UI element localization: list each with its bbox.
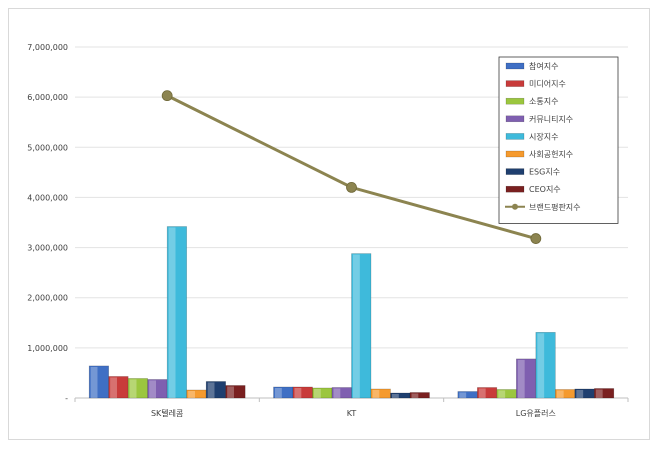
bar: [205, 381, 226, 399]
line-series: [166, 94, 537, 240]
legend-label: 브랜드평판지수: [529, 202, 581, 212]
bar: [312, 387, 333, 399]
bar: [594, 388, 615, 399]
legend-swatch: [505, 80, 525, 87]
bar-highlight: [411, 393, 419, 398]
bar-highlight: [90, 366, 98, 398]
legend-label: 시장지수: [529, 131, 558, 141]
bar: [477, 387, 498, 399]
legend-label: 사회공헌지수: [529, 150, 573, 159]
bar: [166, 226, 187, 399]
line-point: [346, 181, 357, 193]
bar: [88, 365, 109, 399]
legend-swatch: [505, 133, 525, 140]
bar-highlight: [372, 389, 380, 398]
bar: [574, 388, 595, 399]
y-tick-label: 2,000,000: [27, 294, 68, 303]
legend-swatch: [505, 150, 525, 158]
legend-swatch: [505, 168, 525, 175]
y-tick-label: 5,000,000: [27, 143, 68, 152]
legend-label: 참여지수: [529, 61, 558, 71]
bar-highlight: [227, 386, 234, 398]
legend-swatch: [505, 185, 525, 193]
legend-swatch: [505, 62, 525, 70]
legend-line-marker: [512, 203, 518, 210]
bar-highlight: [149, 380, 156, 398]
y-tick-label: 7,000,000: [27, 43, 68, 52]
bar: [370, 388, 391, 399]
bar-highlight: [392, 393, 399, 398]
bar: [147, 379, 168, 399]
bar-highlight: [188, 390, 195, 398]
bar-highlight: [275, 387, 282, 398]
bar-highlight: [537, 333, 545, 398]
line-point: [161, 90, 173, 102]
bar: [555, 389, 576, 399]
y-tick-label: 1,000,000: [27, 344, 68, 353]
y-tick-label: 6,000,000: [27, 93, 68, 102]
bar: [127, 378, 148, 399]
bar-body: [535, 332, 556, 399]
bar-highlight: [576, 389, 584, 398]
bar-highlight: [314, 388, 321, 398]
bar-body: [594, 388, 615, 399]
legend-label: ESG지수: [529, 168, 560, 177]
bar-body: [351, 253, 372, 399]
bar: [186, 389, 207, 399]
bar-body: [166, 226, 187, 399]
bar-highlight: [498, 390, 506, 398]
y-tick-label: -: [65, 394, 68, 403]
line-point: [530, 233, 542, 244]
bar-highlight: [168, 227, 176, 398]
bar-highlight: [333, 388, 341, 398]
bar: [409, 392, 430, 399]
bar: [273, 386, 294, 399]
x-tick-label: LG유플러스: [516, 409, 556, 418]
legend-label: 소통지수: [529, 97, 558, 106]
x-tick-label: KT: [347, 409, 357, 418]
bar-body: [409, 392, 430, 399]
bar: [108, 376, 129, 399]
legend-label: CEO지수: [529, 185, 561, 194]
legend-label: 커뮤니티지수: [529, 114, 573, 124]
bar: [292, 386, 313, 399]
bar-highlight: [353, 254, 360, 398]
bar: [516, 358, 537, 399]
y-tick-label: 3,000,000: [27, 244, 68, 253]
bar: [331, 387, 352, 399]
legend-swatch: [505, 97, 525, 105]
bar-highlight: [110, 377, 117, 398]
bar-body: [108, 376, 129, 399]
bar: [496, 389, 517, 399]
bar-body: [225, 385, 246, 399]
legend-swatch: [505, 115, 525, 123]
bar: [457, 391, 478, 399]
bar-highlight: [129, 379, 137, 398]
bar-highlight: [207, 382, 215, 398]
legend-label: 미디어지수: [529, 79, 566, 89]
bar-highlight: [595, 389, 603, 398]
bar-highlight: [517, 359, 525, 398]
bar: [351, 253, 372, 399]
bar-highlight: [294, 387, 302, 398]
y-tick-label: 4,000,000: [27, 193, 68, 202]
bar: [390, 392, 411, 399]
bar: [535, 332, 556, 399]
x-tick-label: SK텔레콤: [151, 409, 183, 418]
bar: [225, 385, 246, 399]
bar-highlight: [478, 388, 486, 398]
bar-highlight: [556, 390, 564, 398]
bar-highlight: [459, 392, 467, 398]
